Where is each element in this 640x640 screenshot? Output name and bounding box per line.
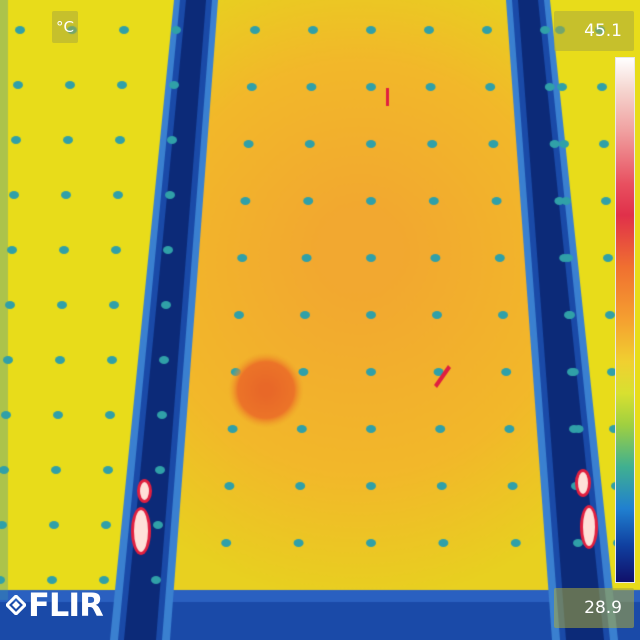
flir-logo: FLIR [6, 586, 104, 624]
min-temperature-label: 28.9 [554, 588, 634, 628]
temperature-scale-bar [615, 57, 635, 583]
flir-brand-text: FLIR [28, 586, 104, 624]
max-temperature-label: 45.1 [554, 11, 634, 51]
flir-logo-icon [6, 595, 26, 615]
temperature-unit-label: °C [52, 11, 78, 43]
